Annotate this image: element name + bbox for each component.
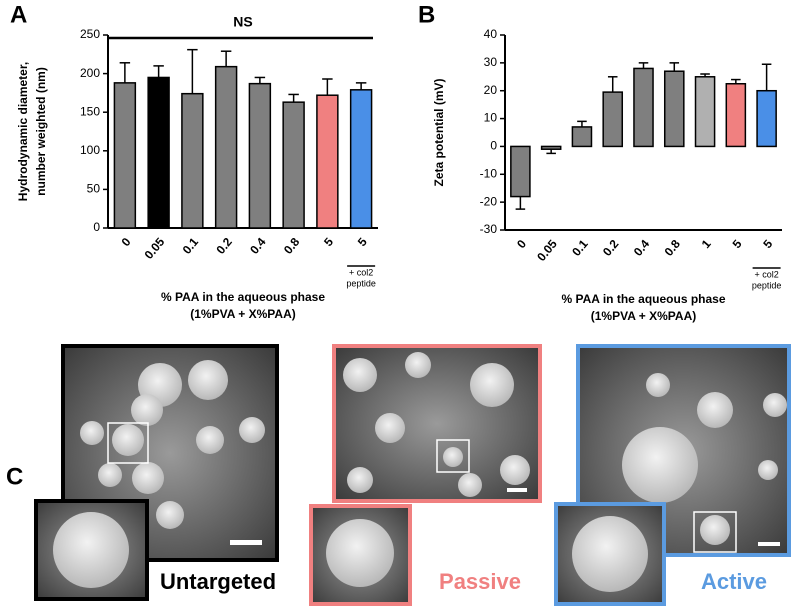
x-tick-label: 1 <box>699 237 714 251</box>
x-tick-label: 0 <box>514 237 529 251</box>
x-tick-label: 5 <box>760 237 775 251</box>
bar <box>147 76 170 229</box>
x-tick-label: 0.4 <box>631 237 653 259</box>
x-tick-label: 0.05 <box>534 237 560 264</box>
bar <box>282 101 305 229</box>
y-axis-label: Zeta potential (mV) <box>432 78 446 186</box>
y-tick-label: 30 <box>484 55 498 69</box>
category-note: peptide <box>752 280 782 290</box>
bar <box>602 91 624 148</box>
y-tick-label: 100 <box>80 143 100 157</box>
caption: Passive <box>439 569 521 594</box>
x-tick-label: 0 <box>119 235 134 249</box>
bar <box>181 92 204 229</box>
y-axis-label: number weighted (nm) <box>34 67 48 196</box>
bar <box>113 82 137 229</box>
y-tick-label: -10 <box>480 166 498 180</box>
x-tick-label: 0.2 <box>600 237 622 259</box>
panel-label: A <box>10 1 27 28</box>
x-tick-label: 0.2 <box>213 235 235 257</box>
micrograph-active <box>554 344 791 606</box>
x-tick-label: 0.8 <box>281 235 303 257</box>
x-tick-label: 5 <box>730 237 745 251</box>
panel-label: B <box>418 1 435 28</box>
x-tick-label: 0.4 <box>247 235 269 257</box>
y-tick-label: 250 <box>80 27 100 41</box>
micrograph-untargeted <box>34 344 279 601</box>
bar <box>248 82 272 229</box>
x-axis-label: % PAA in the aqueous phase <box>561 292 725 306</box>
y-tick-label: 50 <box>87 182 101 196</box>
caption: Active <box>701 569 767 594</box>
y-tick-label: 0 <box>490 139 497 153</box>
bar <box>510 145 531 198</box>
micrograph-passive <box>309 344 542 606</box>
bar <box>694 76 716 148</box>
bar <box>571 126 593 148</box>
bar <box>540 145 562 150</box>
y-axis-label: Hydrodynamic diameter, <box>16 62 30 201</box>
y-tick-label: -20 <box>480 194 498 208</box>
bar <box>633 67 654 148</box>
y-tick-label: -30 <box>480 222 498 236</box>
caption: Untargeted <box>160 569 276 594</box>
annotation: NS <box>233 14 252 30</box>
panel-label: C <box>6 463 23 490</box>
bar <box>349 89 373 229</box>
x-tick-label: 0.1 <box>569 237 591 259</box>
y-tick-label: 20 <box>484 83 498 97</box>
y-tick-label: 200 <box>80 66 100 80</box>
x-axis-label: % PAA in the aqueous phase <box>161 290 325 304</box>
x-tick-label: 0.8 <box>662 237 684 259</box>
y-tick-label: 40 <box>484 27 498 41</box>
x-axis-label: (1%PVA + X%PAA) <box>190 307 295 321</box>
bar <box>214 65 238 229</box>
x-axis-label: (1%PVA + X%PAA) <box>591 309 696 323</box>
x-tick-label: 5 <box>355 235 370 249</box>
category-note: + col2 <box>754 269 778 279</box>
category-note: + col2 <box>349 267 373 277</box>
x-tick-label: 5 <box>321 235 336 249</box>
y-tick-label: 10 <box>484 111 498 125</box>
category-note: peptide <box>346 278 376 288</box>
bar <box>316 94 339 229</box>
x-tick-label: 0.05 <box>142 235 168 262</box>
y-tick-label: 0 <box>93 220 100 234</box>
x-tick-label: 0.1 <box>180 235 202 257</box>
y-tick-label: 150 <box>80 104 100 118</box>
bar <box>663 70 685 148</box>
bar <box>756 89 777 148</box>
bar <box>725 83 747 148</box>
